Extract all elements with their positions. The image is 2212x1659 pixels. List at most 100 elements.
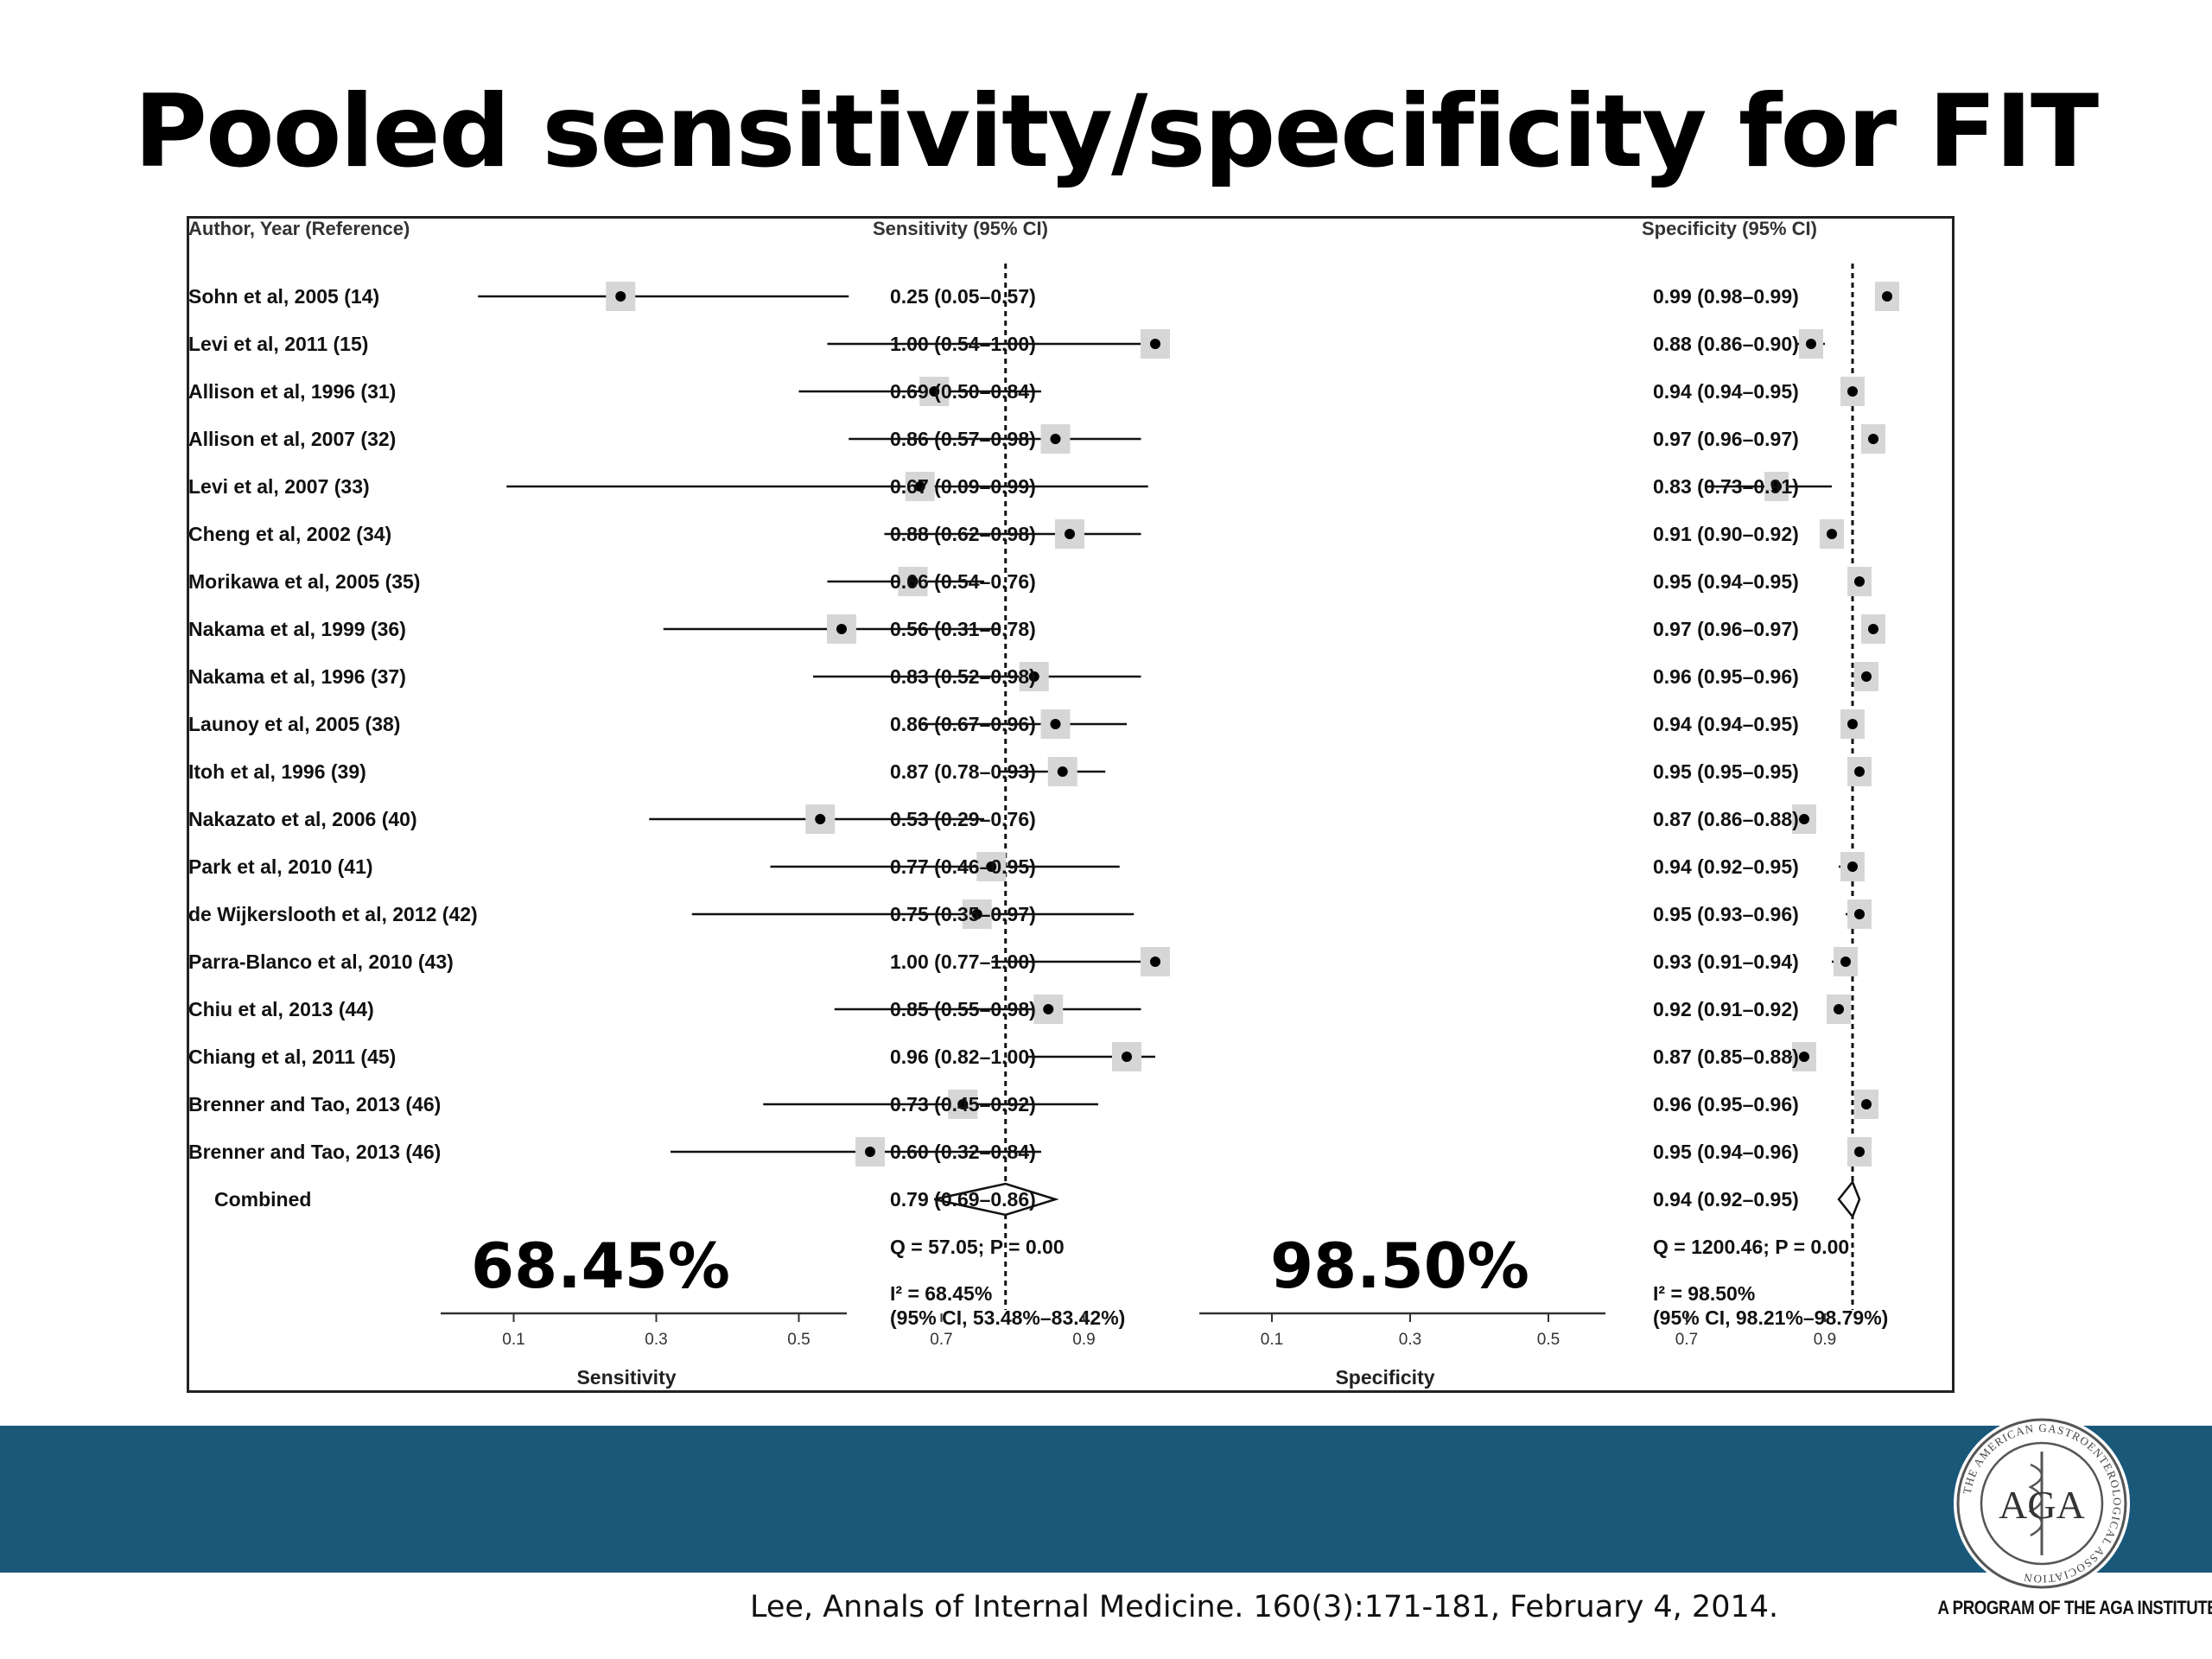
sensitivity-value: 0.86 (0.57–0.98)	[890, 428, 1036, 450]
specificity-tick-label: 0.7	[1675, 1331, 1698, 1349]
seal-outer-ring	[1956, 1418, 2127, 1589]
study-label: Cheng et al, 2002 (34)	[188, 523, 391, 545]
specificity-value: 0.83 (0.73–0.91)	[1653, 475, 1799, 498]
specificity-value: 0.97 (0.96–0.97)	[1653, 428, 1799, 450]
specificity-point	[1847, 861, 1858, 872]
forest-plot-frame	[187, 216, 1955, 1393]
specificity-value: 0.93 (0.91–0.94)	[1653, 950, 1799, 973]
study-label: Levi et al, 2007 (33)	[188, 475, 370, 498]
specificity-value: 0.95 (0.93–0.96)	[1653, 903, 1799, 925]
specificity-point	[1806, 339, 1816, 349]
specificity-value: 0.94 (0.92–0.95)	[1653, 855, 1799, 878]
sensitivity-value: 0.66 (0.54–0.76)	[890, 570, 1036, 593]
citation: Lee, Annals of Internal Medicine. 160(3)…	[750, 1590, 1779, 1624]
sensitivity-point	[907, 576, 918, 587]
sensitivity-value: 0.56 (0.31–0.78)	[890, 618, 1036, 640]
study-label: Park et al, 2010 (41)	[188, 855, 373, 878]
study-label: Parra-Blanco et al, 2010 (43)	[188, 950, 454, 973]
specificity-combined-diamond	[1837, 1179, 1861, 1219]
specificity-axis-title: Specificity	[1335, 1366, 1434, 1389]
sensitivity-point	[1150, 957, 1160, 967]
specificity-value: 0.97 (0.96–0.97)	[1653, 618, 1799, 640]
sensitivity-point	[815, 814, 826, 824]
study-label: Morikawa et al, 2005 (35)	[188, 570, 420, 593]
sensitivity-value: 1.00 (0.77–1.00)	[890, 950, 1036, 973]
sensitivity-tick-label: 0.3	[645, 1331, 667, 1349]
sensitivity-point	[1050, 719, 1061, 729]
specificity-point	[1854, 766, 1865, 777]
sensitivity-axis-title: Sensitivity	[576, 1366, 676, 1389]
specificity-point	[1799, 1052, 1809, 1062]
sensitivity-point	[1028, 671, 1039, 682]
study-label: Nakama et al, 1996 (37)	[188, 665, 406, 688]
specificity-i2-ci: (95% CI, 98.21%–98.79%)	[1653, 1306, 1888, 1329]
specificity-value: 0.95 (0.94–0.95)	[1653, 570, 1799, 593]
specificity-point	[1854, 909, 1865, 919]
sensitivity-tick-label: 0.9	[1072, 1331, 1095, 1349]
aga-program-tagline: A PROGRAM OF THE AGA INSTITUTE	[1937, 1597, 2212, 1618]
sensitivity-point	[986, 861, 997, 872]
sensitivity-tick-label: 0.5	[787, 1331, 810, 1349]
specificity-point	[1882, 291, 1892, 302]
specificity-point	[1861, 1099, 1872, 1109]
header-author: Author, Year (Reference)	[188, 218, 410, 239]
specificity-tick-label: 0.5	[1537, 1331, 1560, 1349]
specificity-value: 0.96 (0.95–0.96)	[1653, 1093, 1799, 1116]
sensitivity-point	[1057, 766, 1068, 777]
sensitivity-value: 0.60 (0.32–0.84)	[890, 1141, 1036, 1163]
specificity-point	[1847, 719, 1858, 729]
header-sensitivity: Sensitivity (95% CI)	[873, 218, 1048, 239]
aga-seal-logo: THE AMERICAN GASTROENTEROLOGICAL ASSOCIA…	[1954, 1415, 2130, 1592]
sensitivity-value: 0.96 (0.82–1.00)	[890, 1046, 1036, 1068]
sensitivity-i2-stat: I² = 68.45%	[890, 1282, 992, 1305]
specificity-value: 0.99 (0.98–0.99)	[1653, 285, 1799, 308]
study-label: Brenner and Tao, 2013 (46)	[188, 1141, 441, 1163]
study-label: Brenner and Tao, 2013 (46)	[188, 1093, 441, 1116]
sensitivity-point	[615, 291, 626, 302]
specificity-point	[1840, 957, 1851, 967]
specificity-q-stat: Q = 1200.46; P = 0.00	[1653, 1236, 1849, 1258]
sensitivity-value: 1.00 (0.54–1.00)	[890, 333, 1036, 355]
specificity-value: 0.92 (0.91–0.92)	[1653, 998, 1799, 1020]
specificity-i2-stat: I² = 98.50%	[1653, 1282, 1755, 1305]
sensitivity-point	[929, 386, 940, 397]
sensitivity-combined-diamond	[933, 1182, 1059, 1217]
sensitivity-point	[1065, 529, 1075, 539]
sensitivity-point	[1150, 339, 1160, 349]
specificity-i2-highlight: 98.50%	[1270, 1230, 1529, 1302]
specificity-value: 0.91 (0.90–0.92)	[1653, 523, 1799, 545]
specificity-value: 0.88 (0.86–0.90)	[1653, 333, 1799, 355]
specificity-point	[1868, 624, 1878, 634]
study-label: de Wijkerslooth et al, 2012 (42)	[188, 903, 478, 925]
specificity-value: 0.87 (0.85–0.88)	[1653, 1046, 1799, 1068]
study-label: Nakama et al, 1999 (36)	[188, 618, 406, 640]
sensitivity-value: 0.85 (0.55–0.98)	[890, 998, 1036, 1020]
study-label: Levi et al, 2011 (15)	[188, 333, 368, 355]
specificity-tick-label: 0.9	[1814, 1331, 1836, 1349]
sensitivity-value: 0.73 (0.45–0.92)	[890, 1093, 1036, 1116]
sensitivity-combined-value: 0.79 (0.69–0.86)	[890, 1188, 1036, 1211]
specificity-point	[1861, 671, 1872, 682]
specificity-value: 0.94 (0.94–0.95)	[1653, 380, 1799, 403]
header-specificity: Specificity (95% CI)	[1642, 218, 1817, 239]
sensitivity-value: 0.83 (0.52–0.98)	[890, 665, 1036, 688]
sensitivity-q-stat: Q = 57.05; P = 0.00	[890, 1236, 1065, 1258]
specificity-point	[1847, 386, 1858, 397]
specificity-point	[1771, 481, 1782, 492]
specificity-value: 0.87 (0.86–0.88)	[1653, 808, 1799, 830]
seal-inner-ring	[1980, 1441, 2104, 1566]
footer-band	[0, 1426, 2212, 1573]
specificity-point	[1854, 576, 1865, 587]
study-label: Launoy et al, 2005 (38)	[188, 713, 400, 735]
sensitivity-point	[971, 909, 982, 919]
sensitivity-point	[1050, 434, 1061, 444]
sensitivity-value: 0.67 (0.09–0.99)	[890, 475, 1036, 498]
sensitivity-point	[1043, 1004, 1054, 1014]
combined-label: Combined	[214, 1188, 311, 1211]
sensitivity-value: 0.87 (0.78–0.93)	[890, 760, 1036, 783]
study-label: Sohn et al, 2005 (14)	[188, 285, 379, 308]
specificity-point	[1834, 1004, 1844, 1014]
study-label: Chiu et al, 2013 (44)	[188, 998, 374, 1020]
sensitivity-tick-label: 0.7	[930, 1331, 952, 1349]
